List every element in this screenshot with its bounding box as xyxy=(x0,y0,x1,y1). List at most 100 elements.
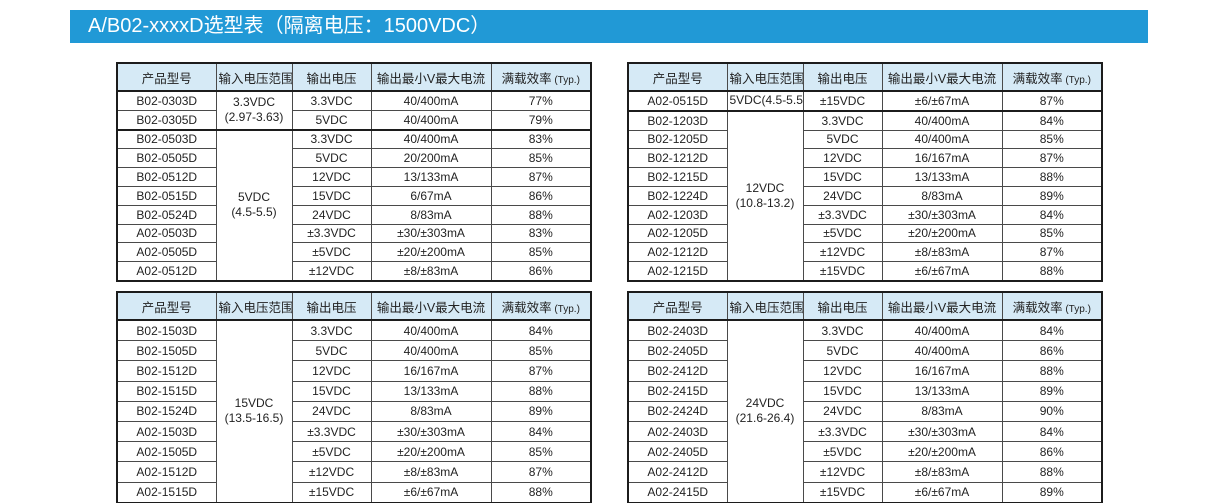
model-cell: A02-2405D xyxy=(627,441,728,463)
model-cell: B02-0512D xyxy=(116,167,217,187)
column-header-efficiency: 满载效率 (Typ.) xyxy=(490,62,592,92)
efficiency-cell: 87% xyxy=(490,167,592,187)
efficiency-cell: 87% xyxy=(490,461,592,483)
output-current-cell: ±20/±200mA xyxy=(370,242,492,263)
model-cell: B02-1515D xyxy=(116,380,217,402)
model-cell: B02-1212D xyxy=(627,148,728,169)
model-cell: A02-1212D xyxy=(627,242,728,263)
model-cell: A02-0503D xyxy=(116,223,217,244)
output-voltage-cell: 15VDC xyxy=(802,380,883,402)
model-cell: B02-0303D xyxy=(116,90,217,111)
output-current-cell: 13/133mA xyxy=(370,167,492,187)
output-voltage-cell: 15VDC xyxy=(291,380,372,402)
typ-suffix: (Typ.) xyxy=(551,74,580,86)
output-voltage-cell: 24VDC xyxy=(802,185,883,206)
selection-table: 产品型号 输入电压范围 输出电压 输出最小V最大电流 满载效率 (Typ.) B02-24… xyxy=(627,291,1103,503)
model-cell: A02-2412D xyxy=(627,461,728,483)
table-row: B02-0515D 15VDC 6/67mA 86% xyxy=(116,185,592,206)
input-range-cell: 3.3VDC (2.97-3.63) xyxy=(215,90,293,131)
output-voltage-cell: 24VDC xyxy=(291,400,372,422)
output-current-cell: 13/133mA xyxy=(881,167,1003,187)
model-cell: A02-1505D xyxy=(116,441,217,463)
output-voltage-cell: ±5VDC xyxy=(291,441,372,463)
table-row: B02-1205D 5VDC 40/400mA 85% xyxy=(627,129,1103,150)
output-voltage-cell: ±3.3VDC xyxy=(802,420,883,443)
output-voltage-cell: 3.3VDC xyxy=(291,319,372,342)
efficiency-cell: 85% xyxy=(490,340,592,362)
column-header-output-current: 输出最小V最大电流 xyxy=(370,291,492,321)
output-current-cell: 13/133mA xyxy=(881,380,1003,402)
output-current-cell: 40/400mA xyxy=(370,109,492,131)
model-cell: A02-2403D xyxy=(627,420,728,443)
efficiency-cell: 87% xyxy=(1001,242,1103,263)
efficiency-cell: 88% xyxy=(1001,461,1103,483)
output-current-cell: 6/67mA xyxy=(370,185,492,206)
table-row: B02-1524D 24VDC 8/83mA 89% xyxy=(116,400,592,422)
model-cell: B02-2403D xyxy=(627,319,728,342)
output-voltage-cell: ±3.3VDC xyxy=(802,204,883,225)
table-row: B02-0524D 24VDC 8/83mA 88% xyxy=(116,204,592,225)
efficiency-cell: 84% xyxy=(490,319,592,342)
column-header-output-current: 输出最小V最大电流 xyxy=(370,62,492,92)
table-row: A02-0503D ±3.3VDC ±30/±303mA 83% xyxy=(116,223,592,244)
efficiency-cell: 89% xyxy=(1001,380,1103,402)
output-voltage-cell: ±15VDC xyxy=(802,90,883,112)
output-voltage-cell: 15VDC xyxy=(291,185,372,206)
efficiency-cell: 86% xyxy=(1001,340,1103,362)
efficiency-cell: 88% xyxy=(1001,360,1103,382)
efficiency-cell: 88% xyxy=(1001,167,1103,187)
output-current-cell: 13/133mA xyxy=(370,380,492,402)
selection-table-top-right: 产品型号 输入电压范围 输出电压 输出最小V最大电流 满载效率 (Typ.) A02-05… xyxy=(627,62,1103,282)
column-header-output-voltage: 输出电压 xyxy=(291,62,372,92)
column-header-output-voltage: 输出电压 xyxy=(802,62,883,92)
table-row: A02-1515D ±15VDC ±6/±67mA 88% xyxy=(116,481,592,503)
table-row: B02-1212D 12VDC 16/167mA 87% xyxy=(627,148,1103,169)
output-current-cell: ±6/±67mA xyxy=(881,481,1003,503)
table-row: A02-2403D ±3.3VDC ±30/±303mA 84% xyxy=(627,420,1103,443)
column-header-model: 产品型号 xyxy=(627,291,728,321)
table-row: A02-1503D ±3.3VDC ±30/±303mA 84% xyxy=(116,420,592,443)
efficiency-cell: 87% xyxy=(1001,148,1103,169)
table-row: B02-2412D 12VDC 16/167mA 88% xyxy=(627,360,1103,382)
input-range-cell: 5VDC(4.5-5.5) xyxy=(726,90,804,112)
output-voltage-cell: 12VDC xyxy=(802,148,883,169)
table-row: B02-0503D 5VDC (4.5-5.5) 3.3VDC 40/400mA 83% xyxy=(116,128,592,282)
model-cell: A02-1203D xyxy=(627,204,728,225)
output-voltage-cell: 24VDC xyxy=(802,400,883,422)
output-voltage-cell: ±3.3VDC xyxy=(291,223,372,244)
output-voltage-cell: 5VDC xyxy=(291,109,372,131)
typ-suffix: (Typ.) xyxy=(1062,303,1091,315)
input-range-cell: 12VDC (10.8-13.2) xyxy=(726,109,804,282)
output-current-cell: 40/400mA xyxy=(881,109,1003,131)
table-row: A02-2412D ±12VDC ±8/±83mA 88% xyxy=(627,461,1103,483)
efficiency-cell: 88% xyxy=(490,204,592,225)
output-voltage-cell: 5VDC xyxy=(291,148,372,169)
output-voltage-cell: ±12VDC xyxy=(802,242,883,263)
model-cell: A02-0512D xyxy=(116,261,217,282)
table-row: A02-1215D ±15VDC ±6/±67mA 88% xyxy=(627,261,1103,282)
efficiency-cell: 86% xyxy=(490,261,592,282)
column-header-output-current: 输出最小V最大电流 xyxy=(881,62,1003,92)
column-header-output-current: 输出最小V最大电流 xyxy=(881,291,1003,321)
output-voltage-cell: 5VDC xyxy=(802,129,883,150)
table-row: A02-1505D ±5VDC ±20/±200mA 85% xyxy=(116,441,592,463)
table-row: B02-0303D 3.3VDC (2.97-3.63) 3.3VDC 40/400mA… xyxy=(116,90,592,131)
model-cell: B02-2415D xyxy=(627,380,728,402)
model-cell: B02-0524D xyxy=(116,204,217,225)
model-cell: B02-2405D xyxy=(627,340,728,362)
input-range-cell: 5VDC(4.5-5.5) xyxy=(215,128,293,282)
output-current-cell: ±20/±200mA xyxy=(881,223,1003,244)
output-current-cell: ±20/±200mA xyxy=(370,441,492,463)
column-header-input-range: 输入电压范围 xyxy=(726,291,804,321)
table-row: B02-1503D 15VDC (13.5-16.5) 3.3VDC 40/400mA 8… xyxy=(116,319,592,503)
efficiency-cell: 84% xyxy=(1001,204,1103,225)
output-voltage-cell: 12VDC xyxy=(291,167,372,187)
output-voltage-cell: ±15VDC xyxy=(802,481,883,503)
column-header-output-voltage: 输出电压 xyxy=(291,291,372,321)
output-current-cell: ±8/±83mA xyxy=(370,461,492,483)
column-header-model: 产品型号 xyxy=(116,62,217,92)
output-current-cell: 8/83mA xyxy=(370,204,492,225)
efficiency-cell: 90% xyxy=(1001,400,1103,422)
efficiency-cell: 84% xyxy=(1001,319,1103,342)
